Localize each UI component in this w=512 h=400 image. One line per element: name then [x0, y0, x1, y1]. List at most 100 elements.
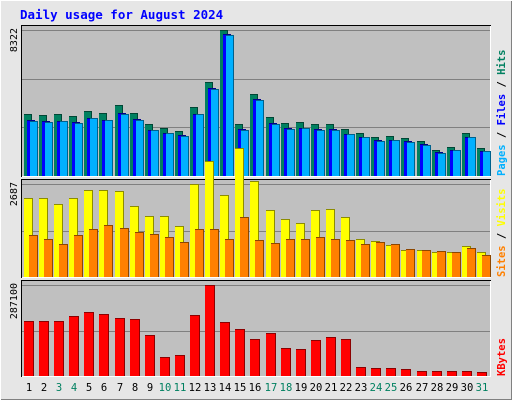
bar-body [453, 150, 461, 176]
bar-shadow [324, 130, 325, 176]
bar-edge [296, 122, 304, 123]
bar-shadow [259, 339, 260, 376]
bar-shadow [228, 195, 229, 277]
bar-edge [118, 113, 126, 114]
bar-shadow [430, 145, 431, 176]
bar-body [205, 285, 215, 376]
bar-body [190, 184, 199, 277]
bar-shadow [52, 122, 53, 176]
bar-shadow [309, 239, 310, 277]
bar-body [326, 209, 335, 277]
bar-edge [39, 115, 47, 116]
panel-2: 2687 Sites / Visits [9, 148, 508, 278]
bar-body [150, 234, 159, 277]
bar-edge [208, 88, 216, 89]
legend-files: Files [496, 94, 508, 126]
bar-edge [301, 239, 310, 240]
bar-shadow [294, 239, 295, 277]
bar-shadow [248, 130, 249, 176]
bar-body [39, 198, 48, 277]
bar-edge [160, 357, 170, 358]
bar-edge [220, 322, 230, 323]
bar-shadow [335, 337, 336, 376]
bar-sites-day-15 [240, 217, 249, 277]
bar-kbytes-day-6 [99, 314, 109, 376]
bar-edge [332, 130, 340, 131]
bar-body [225, 239, 234, 277]
bar-body [362, 137, 370, 176]
bar-sites-day-10 [165, 237, 174, 277]
bar-pages-day-30 [468, 137, 476, 176]
bar-shadow [365, 367, 366, 376]
bar-body [287, 129, 295, 176]
bar-body [301, 239, 310, 277]
bar-visits-day-16 [250, 181, 259, 277]
bar-pages-day-16 [256, 100, 264, 176]
bar-body [105, 120, 113, 176]
bar-kbytes-day-3 [54, 321, 64, 376]
bar-body [256, 100, 264, 176]
bar-body [211, 89, 219, 176]
x-tick-18: 18 [280, 382, 293, 394]
bar-body [121, 114, 129, 176]
bar-body [99, 314, 109, 376]
bar-shadow [263, 100, 264, 176]
bar-kbytes-day-5 [84, 312, 94, 376]
bar-kbytes-day-20 [311, 340, 321, 376]
bar-body [29, 235, 38, 277]
x-tick-19: 19 [295, 382, 308, 394]
bar-edge [417, 250, 426, 251]
bar-pages-day-15 [241, 130, 249, 176]
bar-body [235, 148, 244, 277]
bar-body [317, 130, 325, 176]
bar-edge [401, 369, 411, 370]
bar-shadow [384, 242, 385, 277]
bar-edge [226, 35, 234, 36]
bar-edge [235, 148, 244, 149]
bar-shadow [154, 335, 155, 376]
bar-sites-day-27 [422, 250, 431, 277]
bar-body [452, 252, 461, 277]
x-tick-23: 23 [355, 382, 368, 394]
bar-edge [69, 198, 78, 199]
bar-body [401, 369, 411, 376]
bar-body [281, 219, 290, 277]
bar-shadow [380, 368, 381, 376]
bar-edge [238, 129, 246, 130]
bar-sites-day-1 [29, 235, 38, 277]
bar-body [151, 130, 159, 176]
bar-pages-day-4 [75, 123, 83, 176]
bar-edge [281, 123, 289, 124]
bar-shadow [158, 234, 159, 277]
bar-kbytes-day-8 [130, 319, 140, 376]
bar-edge [272, 124, 280, 125]
bar-sites-day-13 [210, 229, 219, 277]
bar-edge [250, 339, 260, 340]
bar-edge [54, 204, 63, 205]
bar-body [422, 250, 431, 277]
bar-edge [180, 242, 189, 243]
bar-body [235, 329, 245, 376]
bar-shadow [218, 89, 219, 176]
bar-body [115, 191, 124, 277]
bar-edge [27, 120, 35, 121]
bar-shadow [82, 123, 83, 176]
bar-edge [105, 120, 113, 121]
bar-edge [483, 151, 491, 152]
bar-body [482, 255, 491, 277]
bar-sites-day-16 [255, 240, 264, 277]
bar-edge [120, 228, 129, 229]
bar-edge [326, 337, 336, 338]
bar-edge [256, 100, 264, 101]
bar-body [60, 121, 68, 176]
x-tick-8: 8 [132, 382, 138, 394]
bar-kbytes-day-22 [341, 339, 351, 376]
bar-edge [30, 121, 38, 122]
x-tick-2: 2 [41, 382, 47, 394]
bar-edge [356, 367, 366, 368]
bar-edge [341, 217, 350, 218]
bar-edge [462, 246, 471, 247]
bar-kbytes-day-16 [250, 339, 260, 376]
bar-edge [145, 335, 155, 336]
bar-edge [341, 129, 349, 130]
